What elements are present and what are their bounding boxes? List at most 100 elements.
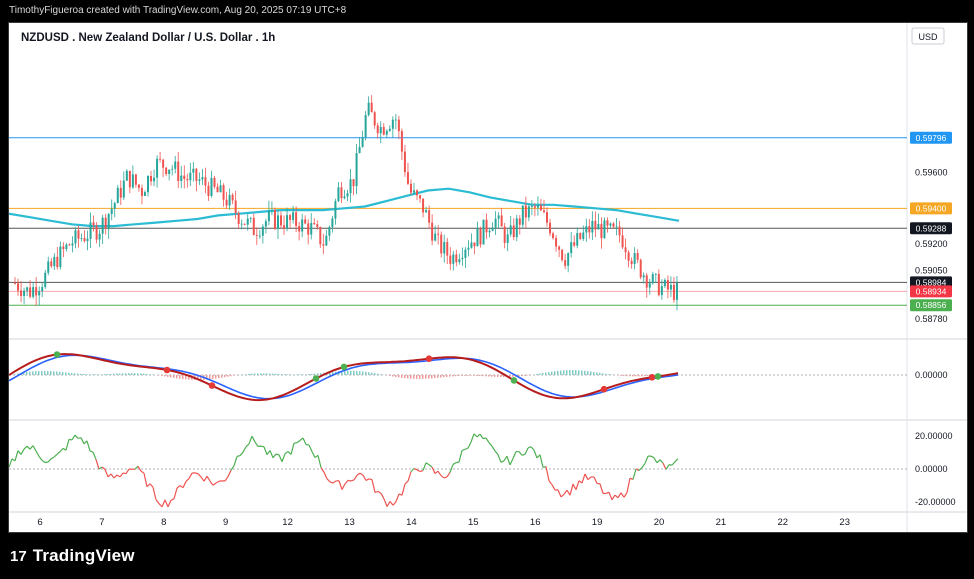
candle-body <box>147 176 149 193</box>
osc2-segment <box>146 483 151 488</box>
osc1-histogram-bar <box>170 375 172 378</box>
oscillator-2-pane: 20.00000 0.00000 -20.00000 <box>8 431 956 508</box>
osc2-segment <box>278 454 283 463</box>
candle-body <box>23 290 26 296</box>
osc2-segment <box>200 476 205 482</box>
osc1-histogram-bar <box>98 374 100 375</box>
osc2-segment <box>164 499 169 508</box>
osc2-segment <box>167 500 172 508</box>
osc2-segment <box>173 487 178 499</box>
level-badge-resistance-blue: 0.59796 <box>910 131 952 144</box>
osc1-histogram-bar <box>230 375 232 377</box>
candle-body <box>210 177 213 196</box>
time-tick-label: 13 <box>344 517 355 528</box>
osc2-segment <box>491 445 496 452</box>
chart-title: NZDUSD . New Zealand Dollar / U.S. Dolla… <box>21 32 275 44</box>
osc1-histogram-bar <box>101 374 103 375</box>
candle-body <box>470 242 473 248</box>
osc1-histogram-bar <box>65 372 67 375</box>
osc1-histogram-bar <box>59 371 61 375</box>
currency-badge[interactable]: USD <box>911 27 945 45</box>
osc1-histogram-bar <box>449 375 451 377</box>
osc2-segment <box>395 493 400 502</box>
candle-body <box>322 244 325 246</box>
osc2-segment <box>437 470 442 476</box>
candle-body <box>425 210 428 213</box>
osc2-segment <box>641 463 646 468</box>
osc2-segment <box>23 445 28 450</box>
candle-body <box>506 234 509 243</box>
candle-body <box>346 193 349 197</box>
osc1-histogram-bar <box>539 373 541 375</box>
candle-body <box>485 219 488 233</box>
osc1-histogram-bar <box>521 375 523 377</box>
osc2-segment <box>20 448 25 455</box>
osc1-axis-label: 0.00000 <box>915 370 948 380</box>
candle-body <box>370 102 373 113</box>
osc2-segment <box>233 456 238 466</box>
osc1-histogram-bar <box>269 373 271 375</box>
osc1-histogram-bar <box>74 373 76 375</box>
candle-body <box>416 190 419 196</box>
osc2-segment <box>65 439 70 451</box>
osc2-segment <box>665 464 670 470</box>
candle-body <box>283 225 286 229</box>
candle-body <box>666 279 669 290</box>
osc1-histogram-bar <box>341 371 343 375</box>
osc1-histogram-bar <box>647 375 649 377</box>
osc1-histogram-bar <box>593 371 595 375</box>
osc2-segment <box>266 450 271 455</box>
osc1-histogram-bar <box>578 370 580 375</box>
osc1-histogram-bar <box>608 374 610 375</box>
osc2-segment <box>320 467 325 473</box>
osc2-segment <box>50 456 55 460</box>
osc2-segment <box>149 483 154 488</box>
candle-body <box>579 233 582 239</box>
candle-body <box>137 184 140 188</box>
osc2-segment <box>170 498 175 501</box>
osc1-cross-marker <box>340 363 348 371</box>
osc2-segment <box>89 450 94 453</box>
osc2-segment <box>26 445 31 450</box>
osc1-histogram-bar <box>38 371 40 375</box>
osc1-histogram-bar <box>443 375 445 378</box>
candle-body <box>488 230 491 233</box>
osc2-segment <box>158 503 163 508</box>
osc2-segment <box>209 480 214 486</box>
osc1-histogram-bar <box>215 375 217 379</box>
osc2-segment <box>479 433 484 439</box>
osc1-histogram-bar <box>161 375 163 376</box>
candle-body <box>20 290 23 296</box>
candle-body <box>116 187 119 204</box>
time-tick-label: 19 <box>592 517 603 528</box>
osc2-segment <box>497 454 502 463</box>
osc2-segment <box>134 465 139 470</box>
osc2-segment <box>653 457 658 464</box>
candle-body <box>549 222 552 234</box>
level-badge-label: 0.59796 <box>916 133 947 143</box>
candle-body <box>582 232 585 239</box>
osc1-histogram-bar <box>221 375 223 378</box>
osc2-segment <box>227 470 232 477</box>
candle-body <box>654 273 657 275</box>
osc2-segment <box>635 468 640 472</box>
price-tick-label: 0.59600 <box>915 168 948 178</box>
candle-body <box>379 126 382 134</box>
osc2-segment <box>323 471 328 480</box>
osc1-cross-marker <box>648 374 656 381</box>
osc1-histogram-bar <box>131 373 133 375</box>
osc1-histogram-bar <box>461 375 463 376</box>
tradingview-wordmark: TradingView <box>32 546 135 565</box>
osc1-histogram-bar <box>401 375 403 378</box>
osc2-segment <box>659 459 664 464</box>
osc2-segment <box>68 438 73 441</box>
candle-body <box>364 115 367 138</box>
osc2-segment <box>617 492 622 499</box>
level-badge-support-green: 0.58856 <box>910 299 952 312</box>
osc1-histogram-bar <box>389 375 391 376</box>
time-tick-label: 9 <box>223 517 228 528</box>
level-badge-label: 0.58934 <box>916 286 947 296</box>
osc1-histogram-bar <box>485 375 487 377</box>
osc1-histogram-bar <box>140 373 142 375</box>
